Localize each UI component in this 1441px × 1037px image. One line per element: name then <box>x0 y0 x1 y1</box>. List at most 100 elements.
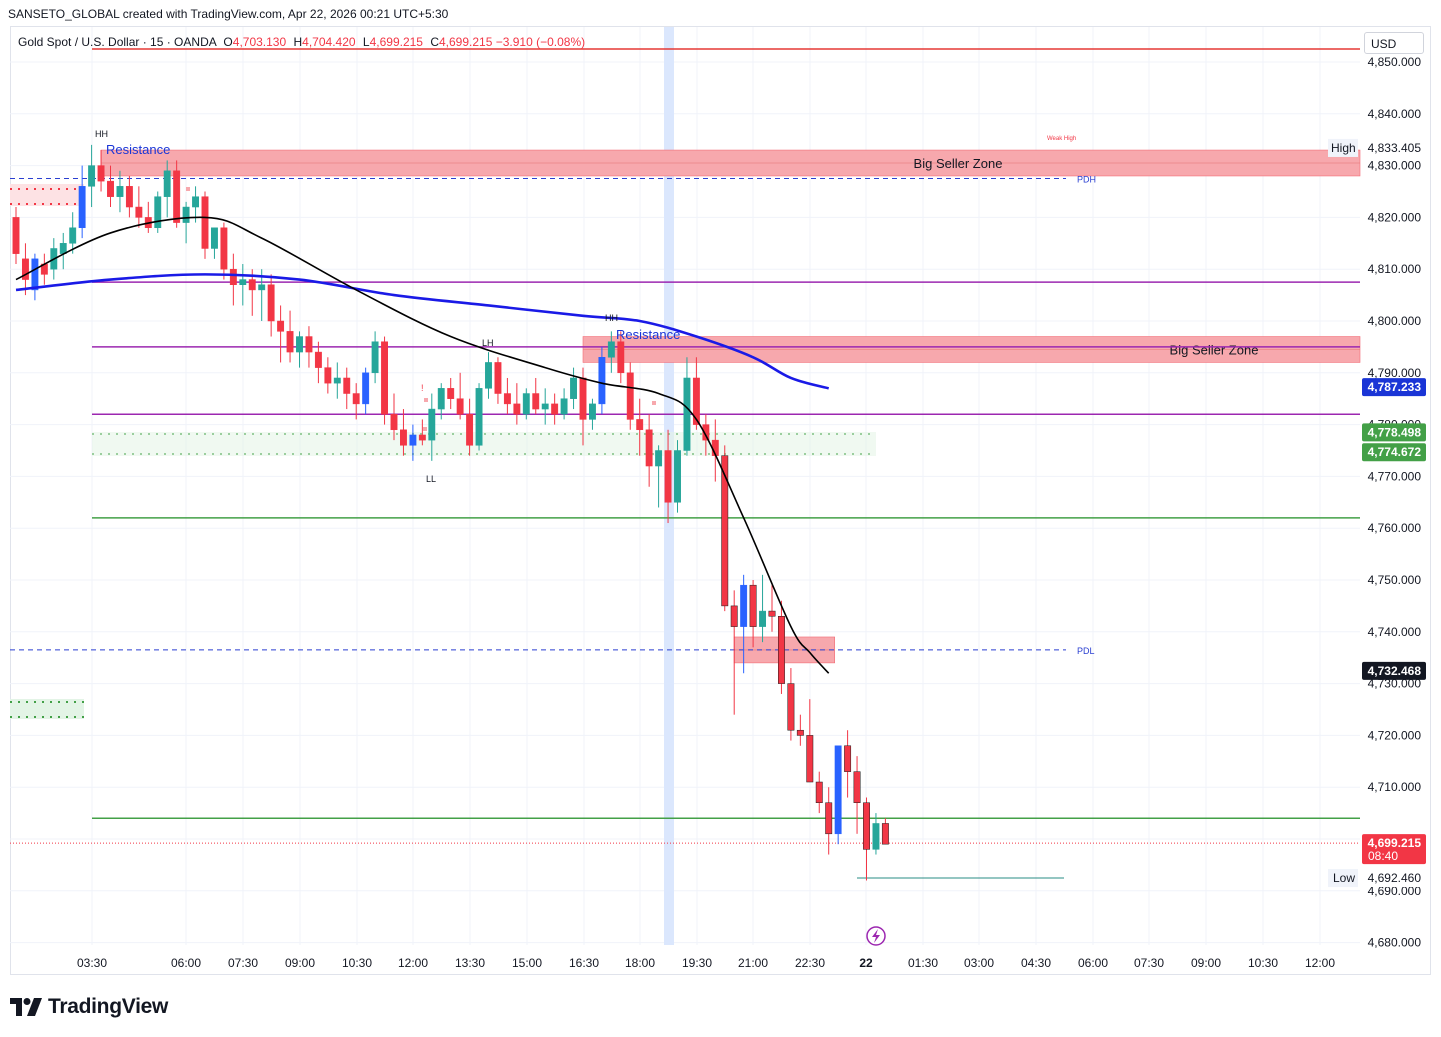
price-labels: High 4,833.405 4,787.233 4,778.498 4,774.672… <box>1328 138 1426 888</box>
currency-selector[interactable]: USD <box>1364 32 1424 54</box>
candle-body <box>692 377 700 425</box>
time-tick: 15:00 <box>512 956 542 970</box>
candle-body <box>589 403 596 420</box>
current-price-box <box>1362 834 1426 865</box>
candle-body <box>437 388 445 410</box>
price-tick: 4,740.000 <box>1368 625 1422 639</box>
candle-body <box>267 284 275 322</box>
candle-body <box>258 284 266 291</box>
candle-body <box>22 258 29 280</box>
candle-body <box>69 227 77 244</box>
candle-body <box>456 398 464 415</box>
price-tick: 4,840.000 <box>1368 107 1422 121</box>
chart-annotation: LH <box>482 338 494 348</box>
low-price-box <box>1362 869 1426 888</box>
candle-body <box>97 165 105 182</box>
candle-body <box>796 729 804 736</box>
symbol-title[interactable]: Gold Spot / U.S. Dollar · 15 · OANDA <box>18 35 217 49</box>
candle-body <box>333 377 341 384</box>
time-tick: 07:30 <box>1134 956 1164 970</box>
candle-body <box>343 377 351 394</box>
left-supply-zone <box>10 184 84 206</box>
candle-body <box>815 781 823 803</box>
candle-body <box>107 180 114 197</box>
candle-body <box>522 393 530 415</box>
price-axis: 4,850.000 4,840.000 4,830.000 4,820.000 4,81… <box>1368 55 1422 950</box>
candle-body <box>409 434 417 446</box>
price-tick: 4,760.000 <box>1368 521 1422 535</box>
level-label-pdh: PDH <box>1077 175 1096 185</box>
candle-body <box>59 243 67 254</box>
time-tick: 21:00 <box>738 956 768 970</box>
ema50-price-box <box>1362 378 1426 397</box>
candle-body <box>447 388 455 399</box>
high-label: High <box>1331 141 1356 155</box>
signal-marker <box>424 398 428 402</box>
candle-body <box>362 372 370 405</box>
time-tick: 04:30 <box>1021 956 1051 970</box>
candle-body <box>759 610 766 627</box>
price-tick: 4,820.000 <box>1368 210 1422 224</box>
candle-body <box>314 351 322 368</box>
candles <box>12 144 889 881</box>
candle-body <box>418 434 426 441</box>
candle-body <box>286 331 294 353</box>
time-tick: 06:00 <box>1078 956 1108 970</box>
price-tick: 4,850.000 <box>1368 55 1422 69</box>
price-tick: 4,830.000 <box>1368 159 1422 173</box>
time-tick: 18:00 <box>625 956 655 970</box>
level-label-pdl: PDL <box>1077 646 1095 656</box>
low-tag <box>1328 869 1358 888</box>
candle-body <box>296 336 303 353</box>
tradingview-brand[interactable]: TradingView <box>10 993 168 1021</box>
chart-annotation: Resistance <box>616 327 680 342</box>
time-tick: 10:30 <box>1248 956 1278 970</box>
candle-body <box>598 357 606 405</box>
candle-body <box>645 429 653 467</box>
candle-body <box>721 455 729 607</box>
support-price-box <box>1362 423 1426 442</box>
time-tick: 12:00 <box>398 956 428 970</box>
candle-body <box>88 165 96 187</box>
candle-body <box>31 258 39 291</box>
brand-name: TradingView <box>48 995 169 1018</box>
candle-body <box>116 186 124 197</box>
candle-body <box>863 802 870 850</box>
open-value: 4,703.130 <box>232 35 287 49</box>
candle-body <box>229 268 237 285</box>
time-tick: 12:00 <box>1305 956 1335 970</box>
price-tick: 4,790.000 <box>1368 366 1422 380</box>
candle-body <box>834 745 842 835</box>
candle-body <box>324 367 332 384</box>
supply-zones: Big Seller Zone Big Seller Zone <box>10 149 1361 719</box>
ema20-price-box <box>1362 661 1426 680</box>
zone-label: Big Seller Zone <box>1170 342 1259 357</box>
close-label: C <box>430 35 439 49</box>
time-tick: 01:30 <box>908 956 938 970</box>
chart-frame[interactable] <box>10 26 1431 975</box>
candle-body <box>381 341 389 415</box>
high-label: H <box>293 35 303 49</box>
lightning-bolt-icon <box>872 929 880 943</box>
candle-body <box>305 336 313 353</box>
candle-body <box>551 403 559 415</box>
time-tick: 16:30 <box>569 956 599 970</box>
symbol-legend[interactable]: Gold Spot / U.S. Dollar · 15 · OANDA O4,… <box>18 35 585 49</box>
zone-label: Big Seller Zone <box>914 156 1003 171</box>
candle-body <box>778 616 785 684</box>
candle-body <box>740 584 748 627</box>
candle-body <box>674 450 681 503</box>
candle-body <box>220 227 228 270</box>
candle-body <box>154 196 162 229</box>
ema20-price-value: 4,732.468 <box>1368 664 1422 678</box>
chart-annotation: HH <box>95 129 108 139</box>
high-price-value: 4,833.405 <box>1368 141 1422 155</box>
close-value: 4,699.215 −3.910 (−0.08%) <box>439 35 586 49</box>
candle-body <box>513 403 521 415</box>
chart-annotation: HH <box>605 313 618 323</box>
candle-body <box>475 388 483 446</box>
price-tick: 4,680.000 <box>1368 936 1422 950</box>
low-label: L <box>362 35 370 49</box>
price-tick: 4,720.000 <box>1368 728 1422 742</box>
